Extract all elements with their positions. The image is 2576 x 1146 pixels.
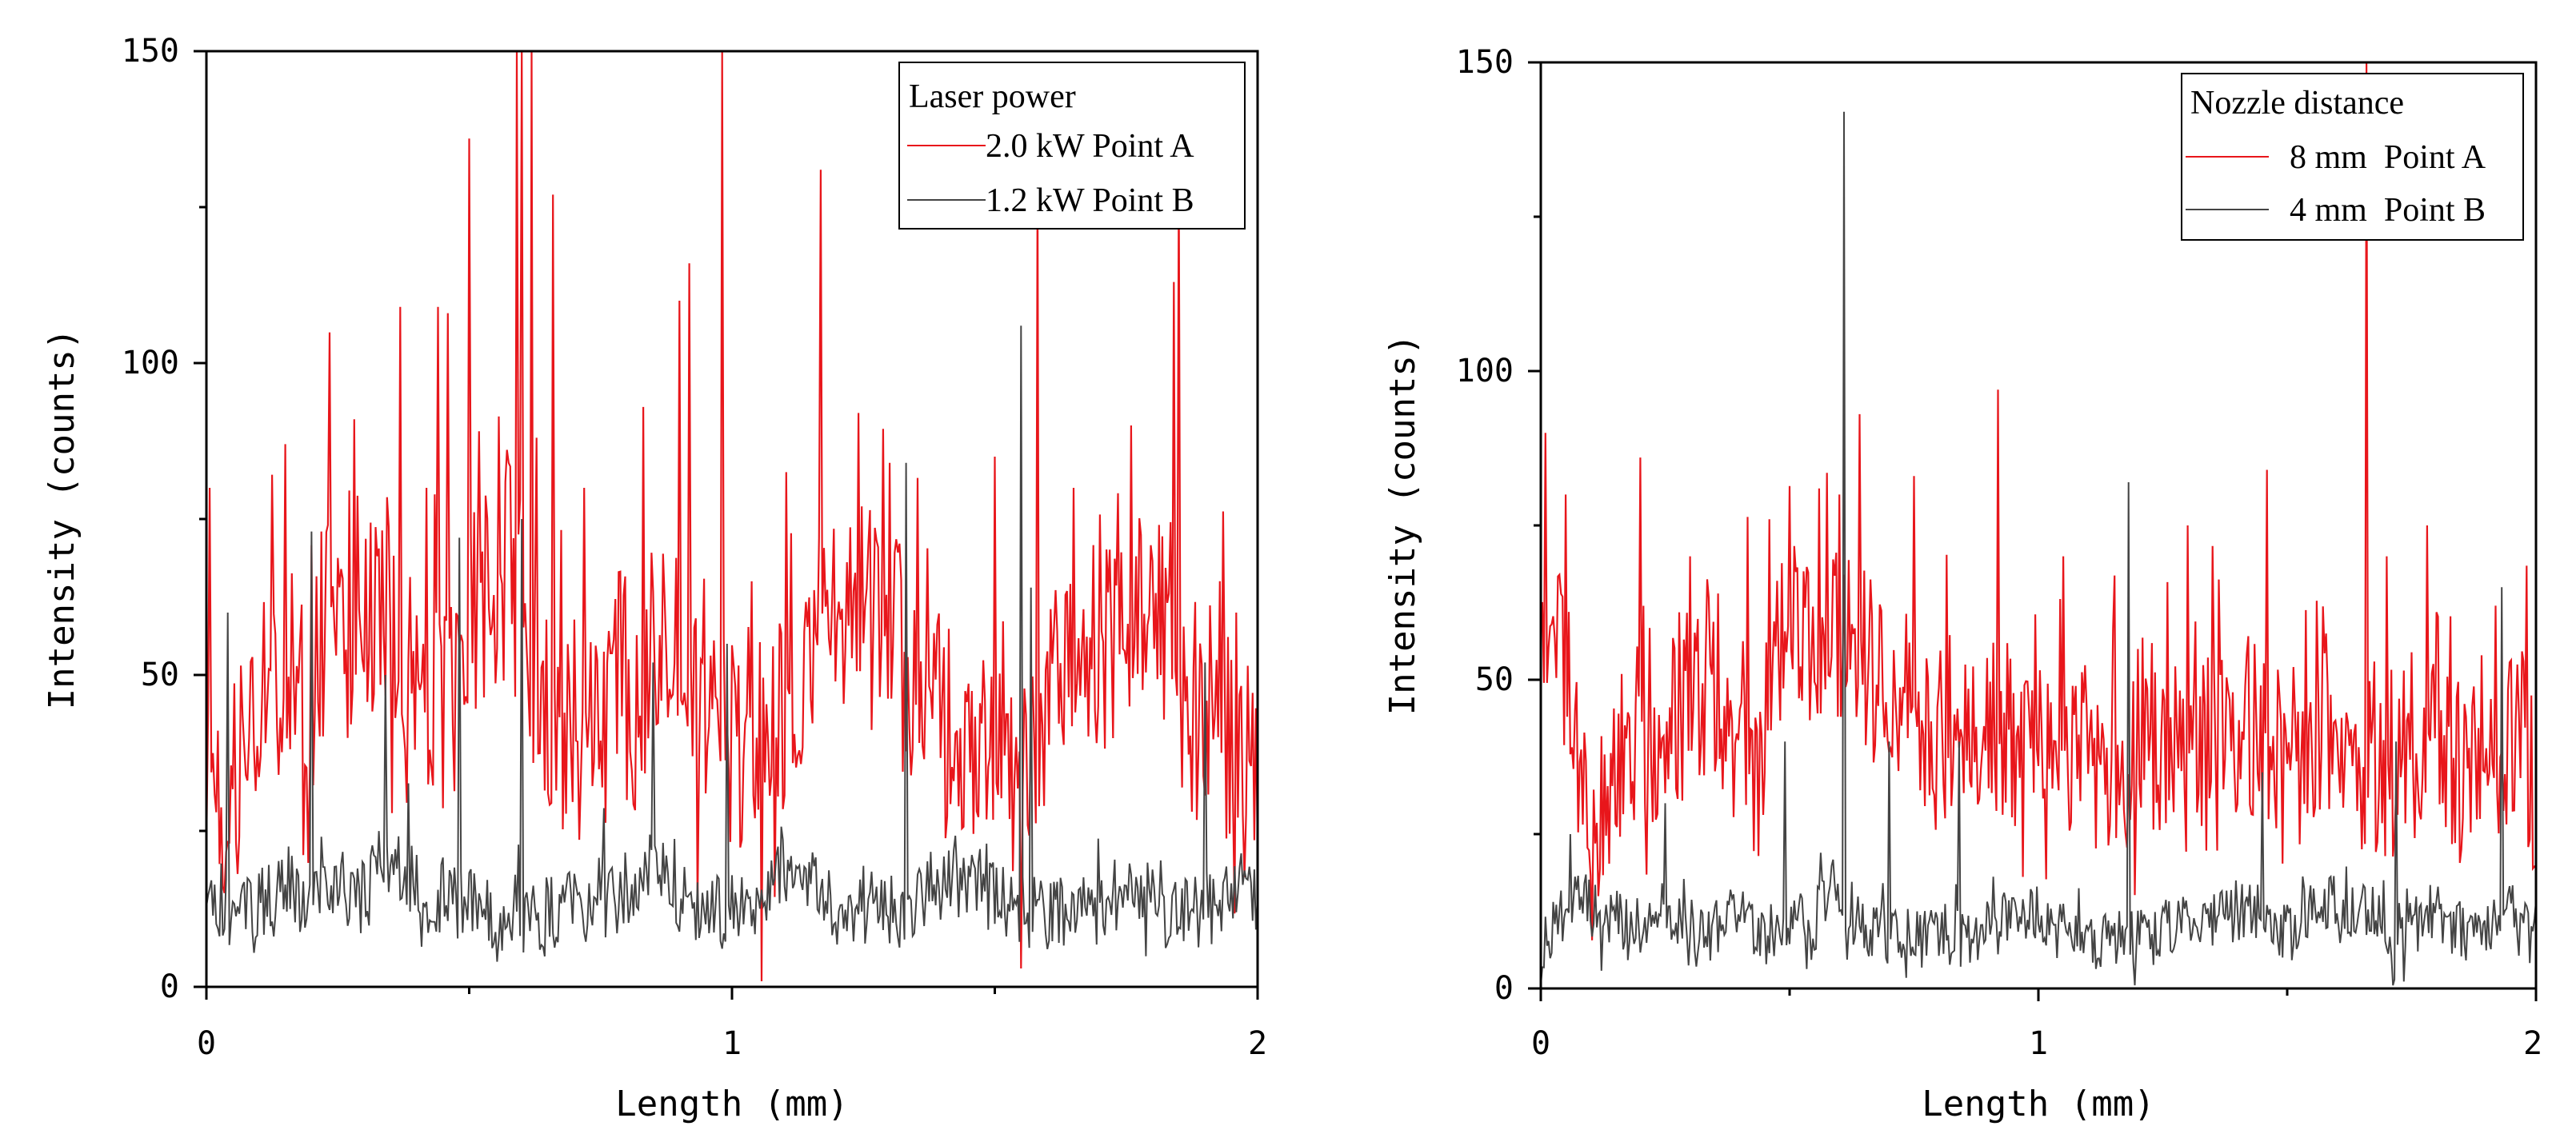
plot-area-left (205, 50, 1259, 982)
series-line (205, 50, 1259, 982)
ticks-left (194, 50, 1259, 1000)
series-line (206, 325, 1258, 962)
plot-area-right (1539, 62, 2537, 986)
x-tick-label-left: 0 (197, 1025, 216, 1062)
legend-right: Nozzle distance 8 mm Point A 4 mm Point … (2181, 73, 2524, 241)
y-tick-label-right: 150 (1456, 44, 1514, 81)
legend-label-left-a: 2.0 kW Point A (986, 128, 1194, 165)
x-tick-label-left: 1 (722, 1025, 742, 1062)
series-line (1540, 111, 2537, 986)
y-tick-label-right: 0 (1494, 970, 1514, 1007)
legend-left: Laser power 2.0 kW Point A 1.2 kW Point … (898, 62, 1246, 230)
x-axis-label-right: Length (mm) (1922, 1084, 2154, 1124)
chart-left: 0 50 100 150 0 1 2 Length (mm) Intensity… (42, 33, 1267, 1124)
legend-title-left: Laser power (909, 78, 1076, 115)
legend-title-right: Nozzle distance (2190, 85, 2404, 122)
series-left-1_2kw (206, 325, 1258, 962)
y-tick-label-right: 50 (1475, 661, 1514, 698)
x-tick-label-right: 0 (1531, 1025, 1550, 1062)
y-tick-label-left: 150 (122, 33, 179, 70)
x-tick-label-left: 2 (1248, 1025, 1267, 1062)
series-line (1539, 62, 2537, 940)
series-right-4mm (1540, 111, 2537, 986)
x-tick-label-right: 2 (2523, 1025, 2542, 1062)
y-tick-label-right: 100 (1456, 353, 1514, 389)
ticks-right (1528, 61, 2538, 1001)
y-tick-label-left: 50 (141, 657, 179, 693)
legend-label-right-a: 8 mm Point A (2290, 139, 2486, 176)
y-axis-label-left: Intensity (counts) (42, 329, 82, 710)
x-tick-label-right: 1 (2029, 1025, 2048, 1062)
y-tick-label-left: 0 (160, 968, 179, 1005)
y-tick-label-left: 100 (122, 345, 179, 381)
series-right-8mm (1539, 62, 2537, 940)
y-axis-label-right: Intensity (counts) (1382, 334, 1423, 716)
chart-right: 0 50 100 150 0 1 2 Length (mm) Intensity… (1382, 44, 2542, 1124)
legend-label-left-b: 1.2 kW Point B (986, 182, 1194, 219)
legend-label-right-b: 4 mm Point B (2290, 192, 2486, 229)
x-axis-label-left: Length (mm) (615, 1084, 848, 1124)
series-left-2kw (205, 50, 1259, 982)
